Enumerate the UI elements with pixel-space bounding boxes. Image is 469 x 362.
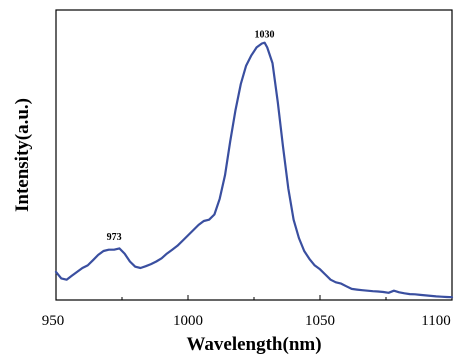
x-axis-tick-labels: 950 1000 1050 1100 bbox=[42, 313, 451, 329]
x-axis-title: Wavelength(nm) bbox=[186, 334, 321, 355]
peak-label: 973 bbox=[107, 232, 122, 243]
x-tick-label: 950 bbox=[42, 313, 65, 329]
y-axis-title: Intensity(a.u.) bbox=[12, 98, 33, 212]
plot-frame bbox=[55, 9, 453, 301]
x-tick-label: 1100 bbox=[421, 313, 450, 329]
x-tick-label: 1050 bbox=[305, 313, 335, 329]
peak-annotations: 973 1030 bbox=[107, 30, 275, 243]
peak-label: 1030 bbox=[255, 30, 275, 41]
x-tick-label: 1000 bbox=[173, 313, 203, 329]
x-axis-ticks bbox=[55, 295, 453, 300]
series-line bbox=[54, 41, 454, 299]
